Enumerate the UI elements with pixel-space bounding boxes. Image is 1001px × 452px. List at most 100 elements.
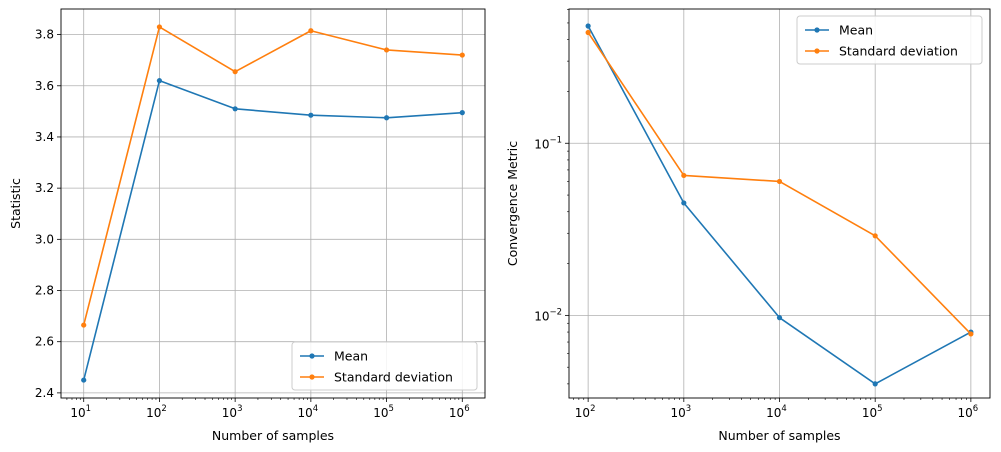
x-tick-base: 10 xyxy=(670,406,685,420)
minor-ticks xyxy=(567,9,967,400)
x-tick-exponent: 4 xyxy=(313,404,318,414)
legend-label: Standard deviation xyxy=(334,370,453,385)
x-tick-label: 103 xyxy=(670,404,691,420)
legend-label: Mean xyxy=(839,23,873,38)
series-line-mean xyxy=(82,79,463,381)
x-tick-base: 10 xyxy=(298,406,313,420)
data-point-std xyxy=(681,172,687,179)
plot-frame xyxy=(60,8,486,399)
x-axis-ticks: 102 103 104 105 106 xyxy=(575,398,978,420)
y-axis-ticks: 2.4 2.6 2.8 3.0 3.2 3.4 3.6 3.8 xyxy=(35,28,61,400)
data-point-std xyxy=(156,24,163,30)
x-tick-base: 10 xyxy=(575,406,590,420)
statistic-chart: 101 102 103 104 105 1062.42.62.83.03.23.43.63… xyxy=(8,8,486,443)
legend-swatch-marker xyxy=(309,353,315,359)
data-point-mean xyxy=(872,381,878,387)
y-tick-base: 10 xyxy=(534,137,549,151)
data-point-std xyxy=(585,29,591,36)
x-tick-exponent: 6 xyxy=(973,404,978,414)
x-tick-exponent: 2 xyxy=(161,404,166,414)
minor-ticks xyxy=(66,398,460,400)
series-std xyxy=(81,24,465,328)
y-axis-label: Statistic xyxy=(8,178,23,229)
y-tick-label: 10−1 xyxy=(534,135,562,151)
x-axis-label: Number of samples xyxy=(212,428,334,443)
x-tick-exponent: 5 xyxy=(877,404,882,414)
series-std xyxy=(585,29,974,337)
data-point-std xyxy=(872,233,878,239)
y-tick-label: 3.0 xyxy=(35,232,54,246)
x-tick-base: 10 xyxy=(449,406,464,420)
data-point-mean xyxy=(383,115,390,121)
x-tick-label: 103 xyxy=(222,404,243,420)
y-tick-label: 3.2 xyxy=(35,181,54,195)
x-tick-label: 102 xyxy=(575,404,596,420)
y-tick-exponent: −2 xyxy=(549,307,562,317)
legend-entry-std: Standard deviation xyxy=(805,44,958,59)
legend-entry-mean: Mean xyxy=(300,349,368,364)
y-axis-ticks: 10−210−1 xyxy=(534,135,569,323)
x-tick-base: 10 xyxy=(146,406,161,420)
x-axis-label: Number of samples xyxy=(718,428,840,443)
x-tick-base: 10 xyxy=(70,406,85,420)
legend-label: Mean xyxy=(334,349,368,364)
legend-box xyxy=(291,341,478,391)
data-point-std xyxy=(968,331,974,337)
data-point-std xyxy=(81,322,87,328)
x-tick-base: 10 xyxy=(373,406,388,420)
legend: Mean Standard deviation xyxy=(796,15,983,65)
x-tick-exponent: 6 xyxy=(464,404,469,414)
data-point-std xyxy=(232,69,238,75)
x-tick-label: 105 xyxy=(373,404,394,420)
legend: Mean Standard deviation xyxy=(291,341,478,391)
plot-frame xyxy=(568,8,991,399)
legend-label: Standard deviation xyxy=(839,44,958,59)
data-point-mean xyxy=(232,106,238,112)
data-point-mean xyxy=(776,315,783,321)
x-tick-label: 104 xyxy=(298,404,319,420)
y-tick-label: 3.4 xyxy=(35,130,54,144)
y-tick-exponent: −1 xyxy=(549,135,562,145)
data-point-std xyxy=(383,47,390,53)
x-axis-ticks: 101 102 103 104 105 106 xyxy=(70,398,470,420)
x-tick-exponent: 4 xyxy=(781,404,786,414)
y-tick-label: 10−2 xyxy=(534,307,562,323)
series-mean xyxy=(81,78,465,383)
y-axis-label: Convergence Metric xyxy=(505,141,520,266)
x-tick-label: 106 xyxy=(449,404,470,420)
y-tick-label: 3.8 xyxy=(35,28,54,42)
y-tick-label: 2.6 xyxy=(35,335,54,349)
x-tick-label: 105 xyxy=(862,404,883,420)
x-tick-label: 106 xyxy=(958,404,979,420)
x-tick-label: 104 xyxy=(766,404,787,420)
legend-entry-std: Standard deviation xyxy=(300,370,453,385)
x-tick-exponent: 3 xyxy=(237,404,242,414)
data-point-std xyxy=(459,52,465,58)
y-tick-label: 3.6 xyxy=(35,79,54,93)
y-tick-label: 2.8 xyxy=(35,284,54,298)
data-point-mean xyxy=(681,200,687,206)
grid xyxy=(61,9,485,398)
x-tick-exponent: 3 xyxy=(686,404,691,414)
data-point-std xyxy=(308,28,314,34)
data-point-mean xyxy=(81,377,87,383)
grid xyxy=(569,9,990,398)
x-tick-label: 102 xyxy=(146,404,167,420)
series-line-std xyxy=(82,26,463,326)
legend-box xyxy=(796,15,983,65)
legend-swatch-marker xyxy=(814,48,820,54)
y-tick-label: 2.4 xyxy=(35,386,54,400)
x-tick-base: 10 xyxy=(862,406,877,420)
data-point-mean xyxy=(308,112,314,118)
data-point-mean xyxy=(585,23,591,29)
y-tick-base: 10 xyxy=(534,309,549,323)
x-tick-base: 10 xyxy=(766,406,781,420)
legend-entry-mean: Mean xyxy=(805,23,873,38)
legend-swatch-marker xyxy=(309,374,315,380)
x-tick-exponent: 1 xyxy=(86,404,91,414)
x-tick-exponent: 5 xyxy=(389,404,394,414)
x-tick-base: 10 xyxy=(222,406,237,420)
x-tick-base: 10 xyxy=(958,406,973,420)
